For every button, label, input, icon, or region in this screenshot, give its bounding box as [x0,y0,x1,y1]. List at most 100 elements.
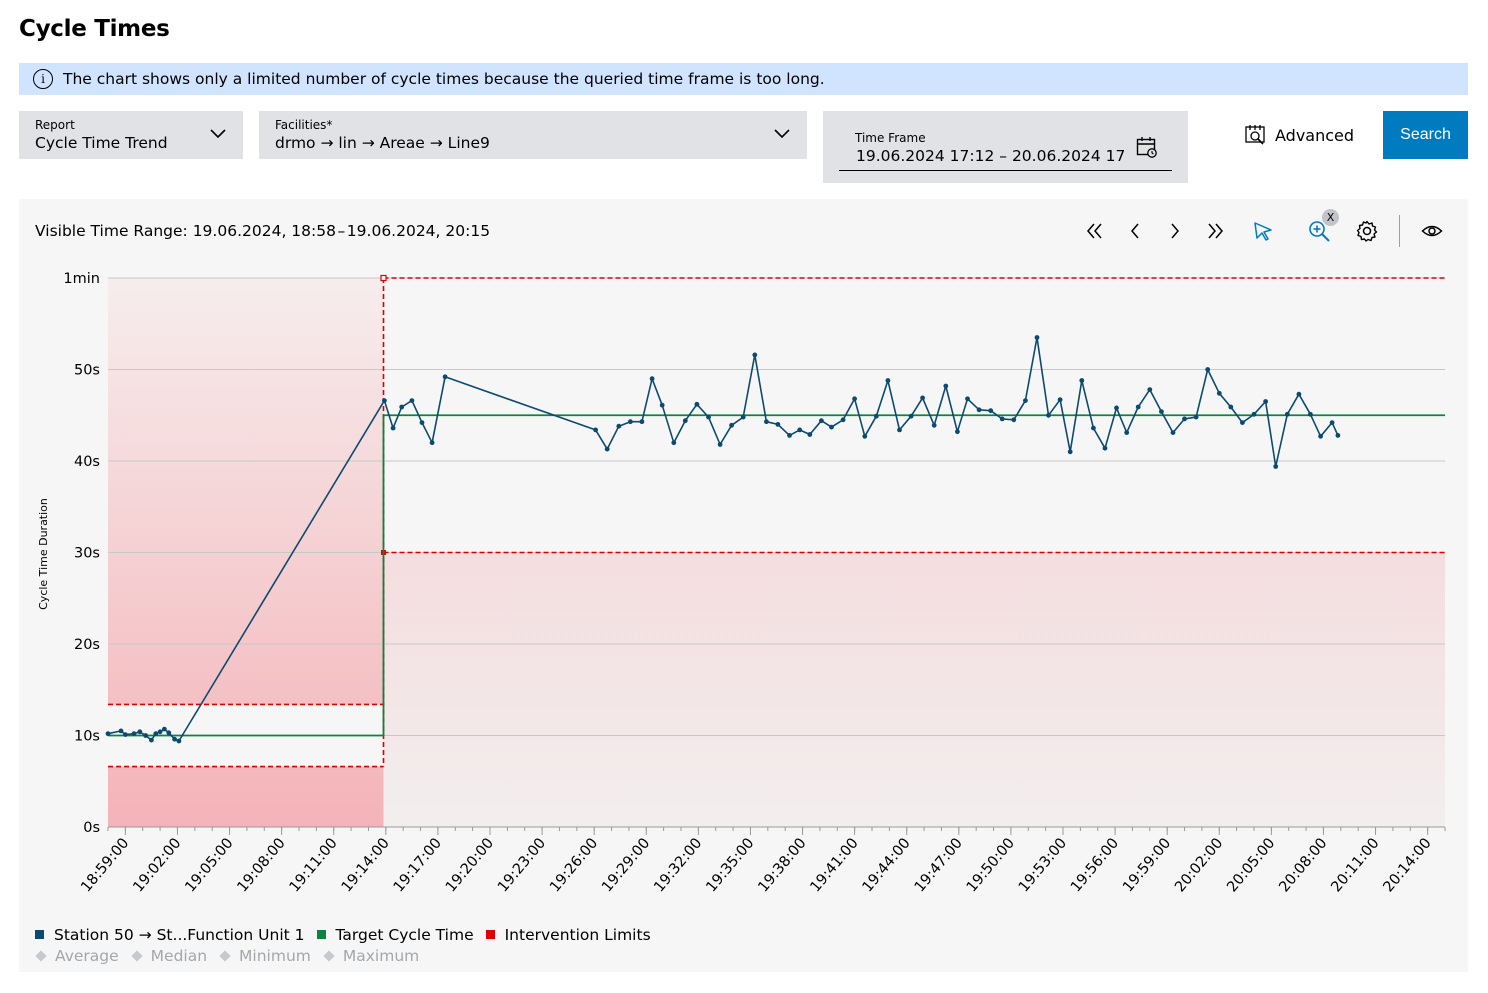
x-tick-label: 19:29:00 [599,835,653,895]
x-tick-label: 20:11:00 [1328,835,1382,895]
y-axis-title: Cycle Time Duration [37,498,50,610]
legend-item-median[interactable]: Median [130,947,207,965]
data-point [157,729,163,735]
data-point [1296,391,1302,397]
chevron-down-icon [210,129,226,139]
zoom-reset-badge[interactable]: X [1322,209,1339,226]
data-point [787,433,792,438]
x-tick-label: 19:38:00 [755,835,809,895]
time-frame-value[interactable]: 19.06.2024 17:12 – 20.06.2024 17:12 [856,147,1124,165]
data-point [897,427,902,433]
last-page-icon[interactable] [1203,219,1227,243]
data-point [1228,404,1234,410]
series-line [105,335,1341,744]
data-point [819,418,824,424]
x-tick-label: 19:35:00 [703,835,757,895]
calendar-icon[interactable] [1136,136,1158,158]
zoom-in-icon[interactable] [1307,219,1331,243]
data-point [999,416,1005,422]
legend-item-series[interactable]: Station 50 → St...Function Unit 1 [35,926,305,944]
legend-item-minimum[interactable]: Minimum [219,947,311,965]
y-tick-label: 50s [74,363,100,379]
x-tick-label: 19:20:00 [443,835,497,895]
data-point [1182,416,1187,422]
eye-icon[interactable] [1420,219,1444,243]
x-tick-label: 19:14:00 [339,835,393,895]
legend-item-average[interactable]: Average [35,947,119,965]
facilities-dropdown[interactable]: Facilities* drmo → lin → Areae → Line9 [259,111,807,159]
data-point [429,440,435,446]
time-frame-field[interactable]: Time Frame 19.06.2024 17:12 – 20.06.2024… [823,111,1188,183]
data-point [1159,409,1164,414]
data-point [1124,430,1130,435]
legend-stats-row: Average Median Minimum Maximum [35,945,663,966]
data-point [764,419,769,425]
legend-series-row: Station 50 → St...Function Unit 1 Target… [35,924,663,945]
x-tick-label: 19:05:00 [182,835,236,895]
data-point [797,427,803,433]
data-point [752,352,758,358]
legend-label: Station 50 → St...Function Unit 1 [54,925,305,944]
x-tick-label: 20:02:00 [1172,835,1226,895]
data-point [1329,420,1335,425]
previous-icon[interactable] [1123,219,1147,243]
data-point [920,395,925,401]
legend-label: Maximum [342,946,420,965]
x-tick-label: 19:56:00 [1068,835,1122,895]
data-point [162,726,167,732]
legend-swatch [316,930,326,939]
data-point [659,402,665,408]
data-point [409,398,415,403]
time-frame-underline [839,170,1172,171]
visible-time-range: Visible Time Range: 19.06.2024, 18:58 – … [35,222,491,240]
y-axis-ticks: 0s 10s 20s 30s 40s 50s 1min [63,271,100,836]
x-tick-label: 19:08:00 [235,835,289,895]
data-point [149,737,154,743]
legend-item-maximum[interactable]: Maximum [323,947,419,965]
advanced-label: Advanced [1275,125,1355,145]
data-point [862,433,868,439]
data-point [1034,335,1040,340]
data-point [694,401,700,407]
y-tick-label: 30s [74,546,100,562]
gear-icon[interactable] [1355,219,1379,243]
x-tick-label: 19:32:00 [651,835,705,895]
data-point [1170,430,1176,435]
data-point [852,396,857,402]
y-tick-label: 0s [83,820,100,836]
data-point [399,404,405,410]
data-point [1057,397,1063,403]
data-point [123,732,128,737]
data-point [807,432,813,437]
data-point [1091,425,1096,431]
report-dropdown[interactable]: Report Cycle Time Trend [19,111,243,159]
data-point [943,383,949,389]
data-point [1114,405,1119,411]
x-tick-label: 18:59:00 [78,835,132,895]
report-label: Report [35,118,75,132]
data-point [976,407,982,413]
legend-item-target[interactable]: Target Cycle Time [316,926,474,944]
legend-label: Minimum [239,946,311,965]
advanced-button[interactable]: Advanced [1244,124,1354,146]
chevron-down-icon [774,129,790,139]
first-page-icon[interactable] [1083,219,1107,243]
data-point [143,733,148,738]
data-point [1079,378,1085,383]
legend-item-limits[interactable]: Intervention Limits [485,925,651,944]
legend-label: Intervention Limits [504,925,651,944]
y-tick-label: 20s [74,637,100,653]
search-button[interactable]: Search [1383,111,1468,159]
data-point [955,429,960,435]
next-icon[interactable] [1163,219,1187,243]
data-point [628,419,633,425]
data-point [419,420,425,425]
target-cycle-time-line [108,414,1445,737]
data-point [1335,433,1341,438]
data-point [1135,404,1141,410]
x-tick-label: 20:05:00 [1224,835,1278,895]
x-tick-label: 19:50:00 [964,835,1018,895]
pointer-icon[interactable] [1251,219,1275,243]
data-point [176,738,182,744]
